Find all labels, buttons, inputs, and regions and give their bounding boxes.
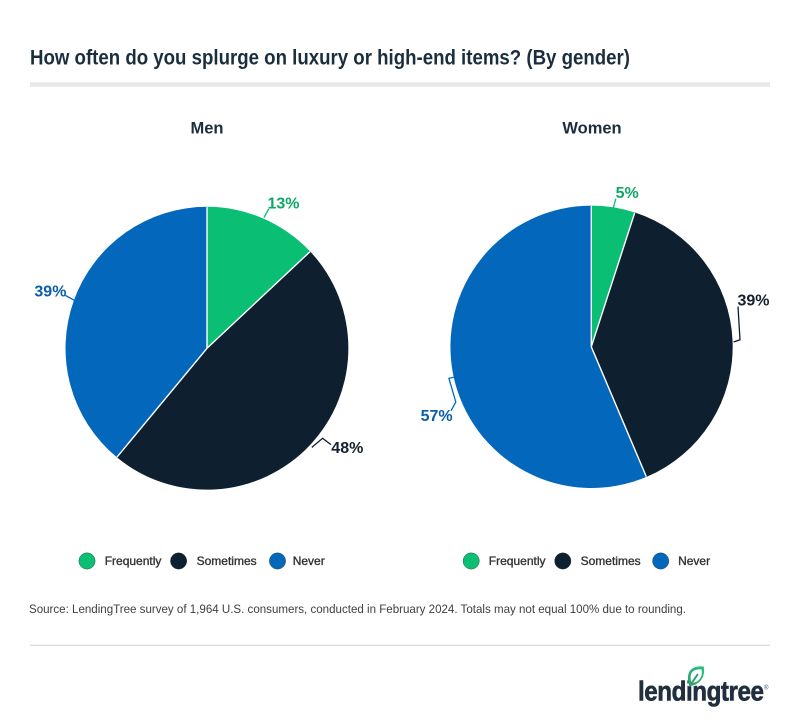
svg-text:Sometimes: Sometimes: [581, 554, 641, 568]
svg-text:Never: Never: [678, 554, 710, 568]
svg-text:Sometimes: Sometimes: [197, 554, 257, 568]
svg-text:39%: 39%: [738, 292, 770, 309]
svg-text:Frequently: Frequently: [105, 554, 162, 568]
svg-text:Men: Men: [191, 120, 224, 138]
svg-text:®: ®: [764, 685, 769, 692]
svg-text:48%: 48%: [331, 440, 363, 457]
svg-text:lendingtree: lendingtree: [638, 677, 764, 707]
svg-text:13%: 13%: [268, 196, 300, 213]
svg-text:How often do you splurge on lu: How often do you splurge on luxury or hi…: [30, 47, 630, 70]
svg-text:57%: 57%: [421, 408, 453, 425]
svg-text:39%: 39%: [34, 284, 66, 301]
svg-text:Frequently: Frequently: [489, 554, 546, 568]
svg-text:5%: 5%: [616, 185, 639, 202]
svg-text:Never: Never: [293, 554, 325, 568]
svg-text:Source: LendingTree survey of: Source: LendingTree survey of 1,964 U.S.…: [29, 602, 686, 616]
svg-text:Women: Women: [562, 120, 621, 138]
